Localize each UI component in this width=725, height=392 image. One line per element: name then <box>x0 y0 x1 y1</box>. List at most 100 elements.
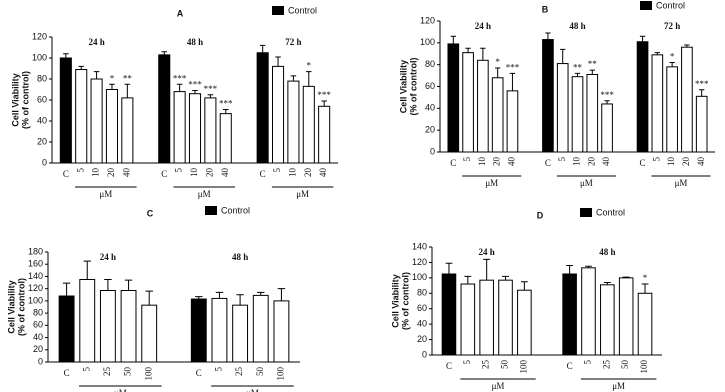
group-label: 48 h <box>232 252 248 262</box>
legend-swatch <box>272 6 284 15</box>
significance: * <box>110 73 115 83</box>
group-label: 24 h <box>479 247 495 257</box>
x-tick-label: 100 <box>275 367 285 381</box>
error-bar <box>450 35 456 44</box>
error-bar <box>207 94 214 98</box>
bar <box>75 69 88 164</box>
bar <box>571 76 584 153</box>
unit-label: μM <box>485 178 498 188</box>
error-bar <box>465 47 471 53</box>
error-bar <box>520 281 528 291</box>
significance: *** <box>506 62 520 72</box>
x-tick-label: 5 <box>557 157 567 162</box>
x-tick-label: 10 <box>572 157 582 167</box>
error-bar <box>560 48 566 64</box>
unit-label: μM <box>114 388 127 392</box>
legend-label: Control <box>288 5 317 15</box>
bar <box>173 91 186 164</box>
error-bar <box>124 279 133 291</box>
significance: *** <box>600 90 614 100</box>
significance: *** <box>173 73 187 83</box>
x-tick-label: 10 <box>91 168 101 178</box>
x-tick-label: 20 <box>204 168 214 178</box>
control-bar <box>59 57 72 164</box>
bar <box>318 105 331 164</box>
y-axis-label: Cell Viability <box>6 280 16 333</box>
x-tick-label: 5 <box>214 367 224 372</box>
y-tick-label: 180 <box>28 246 43 256</box>
control-bar <box>58 295 75 363</box>
bar <box>462 52 474 153</box>
y-axis-label: Cell Viability <box>10 73 20 126</box>
bar <box>666 66 678 153</box>
group-label: 24 h <box>475 21 491 31</box>
x-tick-label: C <box>161 169 167 179</box>
x-tick-label: C <box>196 368 202 378</box>
bar <box>600 284 615 356</box>
error-bar <box>483 258 491 281</box>
error-bar <box>290 75 297 82</box>
error-bar <box>145 290 153 306</box>
bar <box>681 46 693 153</box>
x-tick-label: 5 <box>75 168 85 173</box>
error-bar <box>104 279 112 291</box>
x-tick-label: 20 <box>492 157 502 167</box>
error-bar <box>589 69 595 75</box>
x-tick-label: 40 <box>696 157 706 167</box>
control-bar <box>441 273 457 356</box>
error-bar <box>639 35 646 42</box>
error-bar <box>641 283 649 294</box>
unit-label: μM <box>246 388 259 392</box>
y-tick-label: 40 <box>33 332 43 342</box>
legend-swatch <box>580 208 592 217</box>
error-bar <box>669 61 675 67</box>
error-bar <box>83 260 91 280</box>
x-tick-label: 5 <box>462 360 472 365</box>
x-tick-label: 10 <box>189 168 199 178</box>
significance: *** <box>695 79 709 89</box>
y-tick-label: 0 <box>42 157 47 167</box>
bar <box>506 90 519 153</box>
significance: ** <box>123 73 133 83</box>
y-tick-label: 0 <box>422 349 427 359</box>
x-tick-label: 25 <box>234 367 244 377</box>
bar <box>637 292 653 356</box>
x-tick-label: 40 <box>220 168 230 178</box>
y-tick-label: 0 <box>38 356 43 366</box>
y-tick-label: 160 <box>28 259 43 269</box>
x-tick-label: 100 <box>639 360 649 374</box>
x-tick-label: 10 <box>287 168 297 178</box>
x-tick-label: 5 <box>81 367 91 372</box>
significance: ** <box>588 59 598 69</box>
x-tick-label: 25 <box>102 367 112 377</box>
y-tick-label: 80 <box>33 307 43 317</box>
y-tick-label: 40 <box>425 103 435 113</box>
bar <box>651 54 664 153</box>
significance: * <box>495 57 500 67</box>
group-label: 24 h <box>88 37 104 47</box>
group-label: 48 h <box>569 21 585 31</box>
y-tick-label: 20 <box>417 334 427 344</box>
unit-label: μM <box>99 189 112 199</box>
x-tick-label: C <box>64 368 70 378</box>
significance: *** <box>204 84 218 94</box>
y-axis-label: (% of control) <box>400 272 410 330</box>
y-tick-label: 140 <box>28 271 43 281</box>
x-tick-label: 10 <box>666 157 676 167</box>
x-tick-label: 50 <box>123 367 133 377</box>
error-bar <box>585 265 592 268</box>
y-tick-label: 100 <box>28 295 43 305</box>
bar <box>120 290 137 363</box>
panel-label: C <box>147 208 154 218</box>
error-bar <box>195 296 203 300</box>
bar <box>141 304 158 363</box>
y-tick-label: 120 <box>420 15 435 25</box>
y-tick-label: 60 <box>37 94 47 104</box>
error-bar <box>124 83 131 98</box>
unit-label: μM <box>492 381 505 391</box>
control-bar <box>542 39 554 153</box>
x-tick-label: 20 <box>106 168 116 178</box>
y-tick-label: 80 <box>37 73 47 83</box>
significance: *** <box>317 90 331 100</box>
error-bar <box>604 100 610 104</box>
